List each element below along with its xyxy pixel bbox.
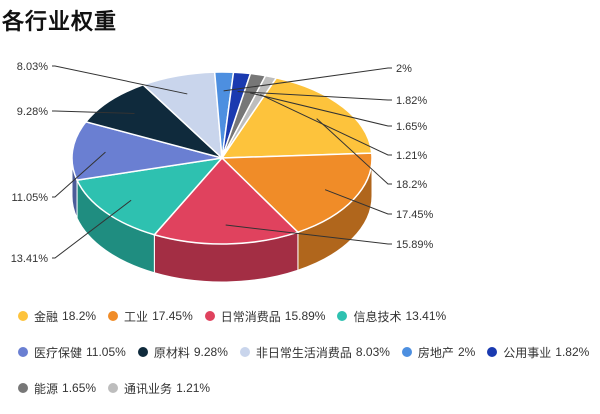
- data-label: 1.21%: [396, 150, 427, 162]
- legend-name: 日常消费品: [220, 309, 281, 324]
- pie-slice-日常消费品: [153, 156, 300, 245]
- legend-name: 原材料: [153, 345, 190, 360]
- data-label: 11.05%: [12, 192, 49, 204]
- legend-item-consumer-staples[interactable]: 日常消费品 15.89%: [204, 308, 326, 325]
- legend-name: 通讯业务: [124, 381, 173, 396]
- legend-item-utilities[interactable]: 公用事业 1.82%: [487, 344, 589, 361]
- pie-slice-医疗保健: [71, 120, 223, 181]
- legend-value: 1.21%: [176, 381, 211, 395]
- legend-name: 信息技术: [353, 309, 402, 324]
- data-label: 1.82%: [396, 95, 427, 107]
- legend-value: 1.65%: [62, 381, 97, 395]
- legend-dot: [239, 347, 250, 357]
- leader-line: [237, 91, 392, 101]
- legend-item-industrials[interactable]: 工业 17.45%: [108, 308, 193, 325]
- legend-item-communication-services[interactable]: 通讯业务 1.21%: [108, 380, 210, 397]
- legend-name: 公用事业: [503, 345, 552, 360]
- leader-line: [52, 151, 106, 198]
- legend-value: 17.45%: [152, 309, 193, 323]
- leader-line: [52, 110, 135, 114]
- legend-item-consumer-discretionary[interactable]: 非日常生活消费品 8.03%: [239, 344, 390, 361]
- legend-dot: [337, 311, 348, 321]
- legend-value: 2%: [457, 345, 476, 359]
- pie-top: [71, 71, 373, 245]
- leader-line: [324, 189, 392, 215]
- legend-value: 1.82%: [555, 345, 590, 359]
- data-label: 13.41%: [11, 253, 49, 265]
- leader-line: [225, 224, 392, 245]
- data-label: 9.28%: [17, 106, 48, 118]
- legend-row: 医疗保健 11.05% 原材料 9.28% 非日常生活消费品 8.03% 房地产 2% …: [18, 342, 598, 362]
- legend-item-health-care[interactable]: 医疗保健 11.05%: [18, 344, 126, 361]
- legend-dot: [18, 311, 28, 321]
- chart-title: 各行业权重: [2, 9, 118, 34]
- legend-item-materials[interactable]: 原材料 9.28%: [137, 344, 228, 361]
- legend-dot: [18, 383, 28, 393]
- legend-name: 能源: [34, 381, 59, 396]
- legend-row: 金融 18.2% 工业 17.45% 日常消费品 15.89% 信息技术 13.41%: [18, 306, 598, 326]
- leader-line: [250, 92, 392, 127]
- data-label: 8.03%: [17, 61, 48, 73]
- legend-dot: [401, 347, 412, 357]
- legend-name: 非日常生活消费品: [255, 345, 352, 360]
- pie-slice-原材料: [84, 83, 223, 159]
- legend-name: 工业: [124, 309, 149, 324]
- data-label: 18.2%: [396, 179, 427, 191]
- leader-line: [52, 199, 132, 259]
- leader-line: [316, 118, 392, 185]
- leader-line: [223, 67, 392, 92]
- legend-dot: [204, 311, 215, 321]
- leader-line: [52, 65, 188, 95]
- data-label: 1.65%: [396, 121, 427, 133]
- legend-name: 金融: [34, 309, 59, 324]
- data-label: 15.89%: [396, 239, 434, 251]
- pie-slice-信息技术: [75, 156, 224, 236]
- legend-value: 9.28%: [193, 345, 228, 359]
- legend-dot: [108, 383, 119, 393]
- legend: 金融 18.2% 工业 17.45% 日常消费品 15.89% 信息技术 13.41% …: [18, 306, 598, 414]
- legend-value: 8.03%: [355, 345, 390, 359]
- legend-value: 11.05%: [86, 345, 126, 359]
- legend-dot: [137, 347, 148, 357]
- pie-slice-工业: [220, 152, 373, 234]
- legend-dot: [108, 311, 119, 321]
- legend-value: 15.89%: [284, 309, 326, 323]
- legend-dot: [18, 347, 28, 357]
- legend-item-finance[interactable]: 金融 18.2%: [18, 308, 96, 325]
- leader-line: [260, 94, 392, 156]
- legend-value: 13.41%: [405, 309, 447, 323]
- data-label: 2%: [396, 63, 412, 75]
- legend-item-information-technology[interactable]: 信息技术 13.41%: [337, 308, 446, 325]
- legend-name: 房地产: [417, 345, 454, 360]
- data-label: 17.45%: [396, 209, 434, 221]
- legend-dot: [487, 347, 498, 357]
- pie-labels: 2% 1.82% 1.65% 1.21% 18.2% 17.45% 15.89% 8.03% 9…: [11, 61, 434, 265]
- legend-row: 能源 1.65% 通讯业务 1.21%: [18, 378, 598, 398]
- legend-name: 医疗保健: [34, 345, 83, 360]
- legend-item-real-estate[interactable]: 房地产 2%: [401, 344, 476, 361]
- legend-item-energy[interactable]: 能源 1.65%: [18, 380, 96, 397]
- legend-value: 18.2%: [62, 309, 97, 323]
- pie-chart: 2% 1.82% 1.65% 1.21% 18.2% 17.45% 15.89% 8.03% 9…: [11, 61, 434, 283]
